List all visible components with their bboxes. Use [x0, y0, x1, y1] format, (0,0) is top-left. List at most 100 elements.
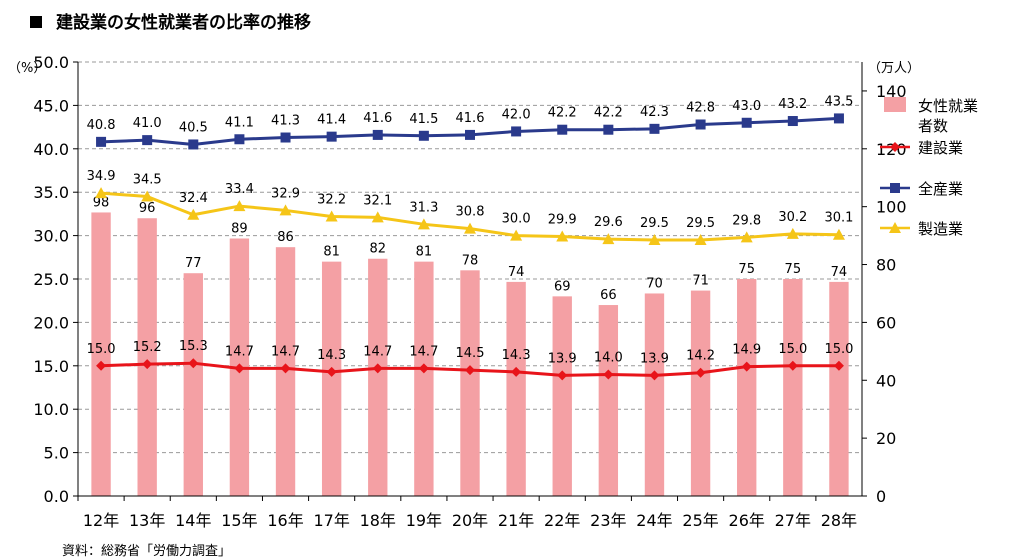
series-point	[602, 233, 615, 245]
series-data-label: 30.2	[778, 210, 807, 225]
series-point	[648, 233, 661, 245]
series-data-label: 14.7	[409, 344, 438, 359]
bar-data-label: 77	[185, 256, 202, 271]
left-axis-tick-label: 35.0	[33, 183, 69, 202]
bar-data-label: 81	[416, 245, 433, 260]
bar	[690, 290, 711, 496]
series-data-label: 41.6	[456, 111, 485, 126]
left-axis-tick-label: 50.0	[33, 53, 69, 72]
right-axis-tick-label: 140	[876, 82, 907, 101]
left-axis-tick-label: 0.0	[44, 487, 69, 506]
x-axis-tick-label: 26年	[729, 511, 765, 530]
series-point	[417, 218, 430, 230]
series-point	[280, 132, 291, 143]
x-axis-tick-label: 13年	[129, 511, 165, 530]
bar	[506, 281, 526, 496]
x-axis-tick-label: 25年	[682, 511, 718, 530]
series-data-label: 15.3	[179, 339, 208, 354]
series-data-label: 14.2	[686, 349, 715, 364]
series-point	[695, 367, 706, 378]
x-axis-tick-label: 22年	[544, 511, 580, 530]
legend-swatch-marker	[890, 183, 900, 193]
series-data-label: 43.0	[732, 99, 761, 114]
series-data-label: 14.3	[317, 348, 346, 363]
series-data-label: 42.8	[686, 100, 715, 115]
series-point	[832, 228, 845, 240]
series-data-label: 14.5	[456, 346, 485, 361]
series-point	[510, 229, 523, 241]
x-axis-tick-label: 27年	[775, 511, 811, 530]
series-point	[141, 190, 154, 202]
x-axis-tick-label: 24年	[636, 511, 672, 530]
legend-label: 全産業	[918, 180, 963, 198]
left-axis-tick-label: 25.0	[33, 270, 69, 289]
series-point	[787, 360, 798, 371]
series-point	[142, 359, 153, 370]
legend-label: 女性就業	[918, 97, 978, 115]
bar	[321, 261, 342, 496]
series-data-label: 14.9	[732, 343, 761, 358]
series-point	[188, 139, 199, 150]
series-data-label: 29.8	[732, 213, 761, 228]
series-data-label: 29.5	[640, 216, 669, 231]
left-axis-tick-label: 15.0	[33, 357, 69, 376]
x-axis-tick-label: 16年	[267, 511, 303, 530]
bar	[137, 218, 157, 497]
series-data-label: 34.9	[87, 169, 116, 184]
series-point	[511, 366, 522, 377]
series-point	[326, 366, 337, 377]
series-data-label: 32.9	[271, 186, 300, 201]
series-data-label: 14.7	[271, 344, 300, 359]
series-data-label: 33.4	[225, 182, 254, 197]
chart-title-text: 建設業の女性就業者の比率の推移	[56, 13, 311, 33]
series-data-label: 31.3	[409, 200, 438, 215]
legend-label: 建設業	[918, 139, 963, 157]
series-data-label: 40.5	[179, 120, 208, 135]
bar-data-label: 81	[323, 245, 340, 260]
series-data-label: 29.6	[594, 215, 623, 230]
left-axis-unit: （%）	[8, 61, 46, 76]
series-point	[649, 370, 660, 381]
series-point	[786, 227, 799, 239]
series-point	[326, 131, 337, 142]
chart-title: 建設業の女性就業者の比率の推移	[30, 8, 311, 33]
series-point	[741, 361, 752, 372]
x-axis-tick-label: 12年	[83, 511, 119, 530]
series-data-label: 41.3	[271, 114, 300, 129]
bar	[598, 305, 619, 496]
series-data-label: 41.4	[317, 113, 346, 128]
series-point	[465, 365, 475, 376]
x-axis-tick-label: 19年	[406, 511, 442, 530]
bar-data-label: 66	[600, 288, 617, 303]
right-axis-tick-label: 80	[876, 256, 896, 275]
series-data-label: 30.1	[824, 211, 853, 226]
bar	[552, 296, 572, 496]
series-data-label: 42.2	[594, 106, 623, 121]
series-point	[557, 370, 568, 381]
left-axis-tick-label: 10.0	[33, 400, 69, 419]
bar-data-label: 96	[139, 201, 156, 216]
bar	[183, 273, 203, 496]
series-data-label: 40.8	[87, 118, 116, 133]
series-data-label: 34.5	[133, 173, 162, 188]
series-data-label: 32.1	[363, 193, 392, 208]
series-data-label: 32.2	[317, 193, 346, 208]
series-data-label: 41.0	[133, 116, 162, 131]
series-data-label: 15.0	[778, 342, 807, 357]
series-data-label: 41.1	[225, 115, 254, 130]
series-data-label: 43.5	[824, 94, 853, 109]
x-axis-tick-label: 14年	[175, 511, 211, 530]
series-data-label: 41.6	[363, 111, 392, 126]
series-data-label: 29.9	[548, 212, 577, 227]
series-point	[372, 129, 383, 140]
series-point	[465, 129, 475, 140]
series-point	[557, 124, 568, 135]
series-data-label: 14.7	[225, 344, 254, 359]
left-axis-tick-label: 5.0	[44, 444, 69, 463]
series-point	[603, 124, 614, 135]
bar	[460, 270, 480, 496]
series-point	[695, 119, 706, 130]
bar-data-label: 74	[831, 265, 848, 280]
series-data-label: 43.2	[778, 97, 807, 112]
